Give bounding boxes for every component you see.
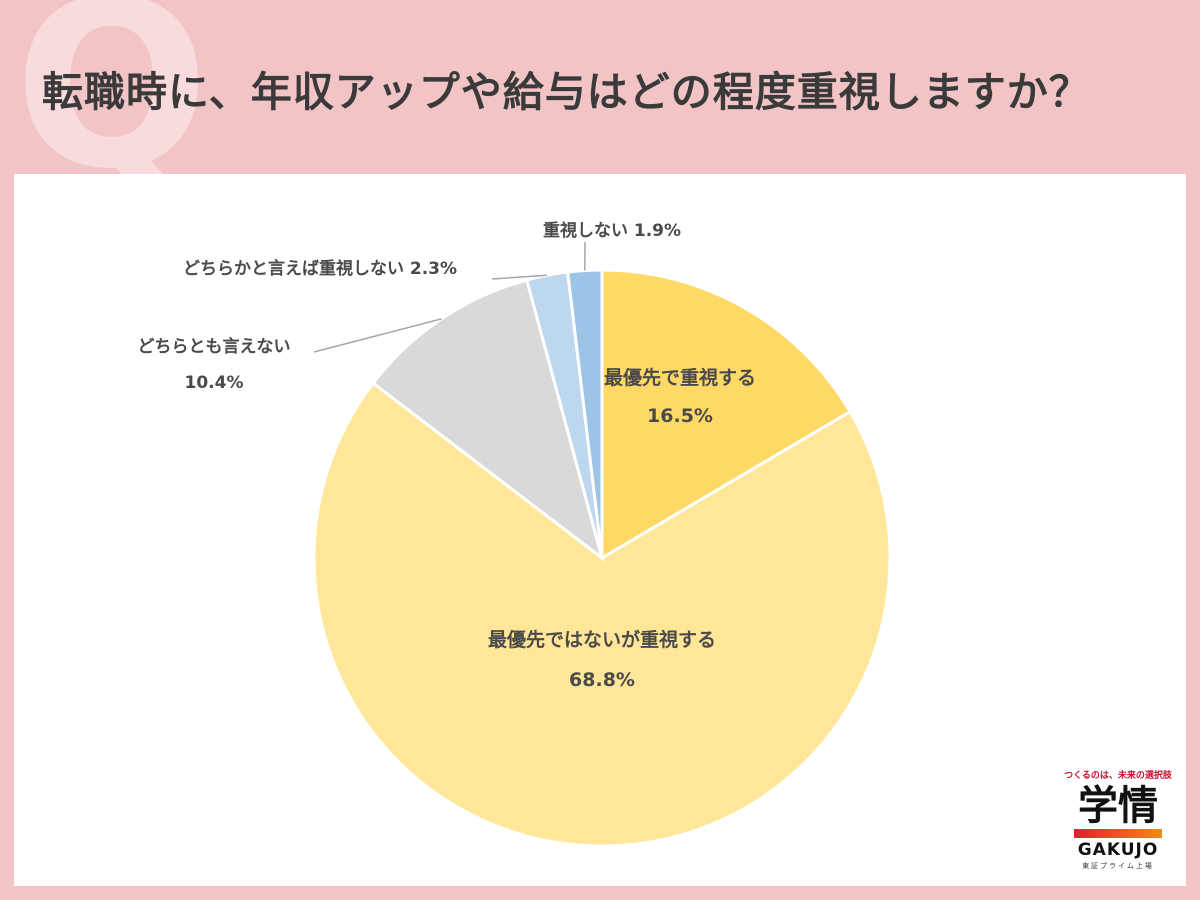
q-mark: Q xyxy=(14,0,210,220)
leader-line-2 xyxy=(313,318,442,353)
pie-slices xyxy=(312,268,892,848)
slice-value-1: 68.8% xyxy=(569,669,635,691)
gakujo-logo: つくるのは、未来の選択肢 学情 GAKUJO 東証プライム上場 xyxy=(1054,760,1182,880)
logo-bar xyxy=(1074,829,1162,838)
slice-label-0: 最優先で重視する xyxy=(604,366,756,389)
chart-panel: 最優先で重視する 16.5% 最優先ではないが重視する 68.8% どちらとも言えない 1… xyxy=(14,174,1186,886)
page-title: 転職時に、年収アップや給与はどの程度重視しますか？ xyxy=(42,68,1091,116)
logo-english-text: GAKUJO xyxy=(1077,840,1159,860)
pie-slice-1 xyxy=(312,381,892,848)
slice-label-4: 重視しない 1.9% xyxy=(543,220,681,241)
pie-chart: 最優先で重視する 16.5% 最優先ではないが重視する 68.8% どちらとも言えない 1… xyxy=(138,220,892,848)
slice-labels: 最優先で重視する 16.5% 最優先ではないが重視する 68.8% どちらとも言えない 1… xyxy=(138,220,757,691)
logo-tagline: つくるのは、未来の選択肢 xyxy=(1064,771,1172,781)
slice-value-0: 16.5% xyxy=(647,405,713,427)
slice-label-2: どちらとも言えない xyxy=(138,336,291,357)
logo-subtext: 東証プライム上場 xyxy=(1082,862,1154,870)
slice-label-1: 最優先ではないが重視する xyxy=(488,628,716,651)
leader-lines xyxy=(313,241,586,353)
pie-slice-4 xyxy=(565,268,604,559)
logo-main-text: 学情 xyxy=(1078,783,1158,829)
slice-value-2: 10.4% xyxy=(185,373,244,393)
pie-slice-0 xyxy=(600,268,853,561)
leader-line-3 xyxy=(491,274,548,280)
slice-label-3: どちらかと言えば重視しない 2.3% xyxy=(183,258,457,279)
